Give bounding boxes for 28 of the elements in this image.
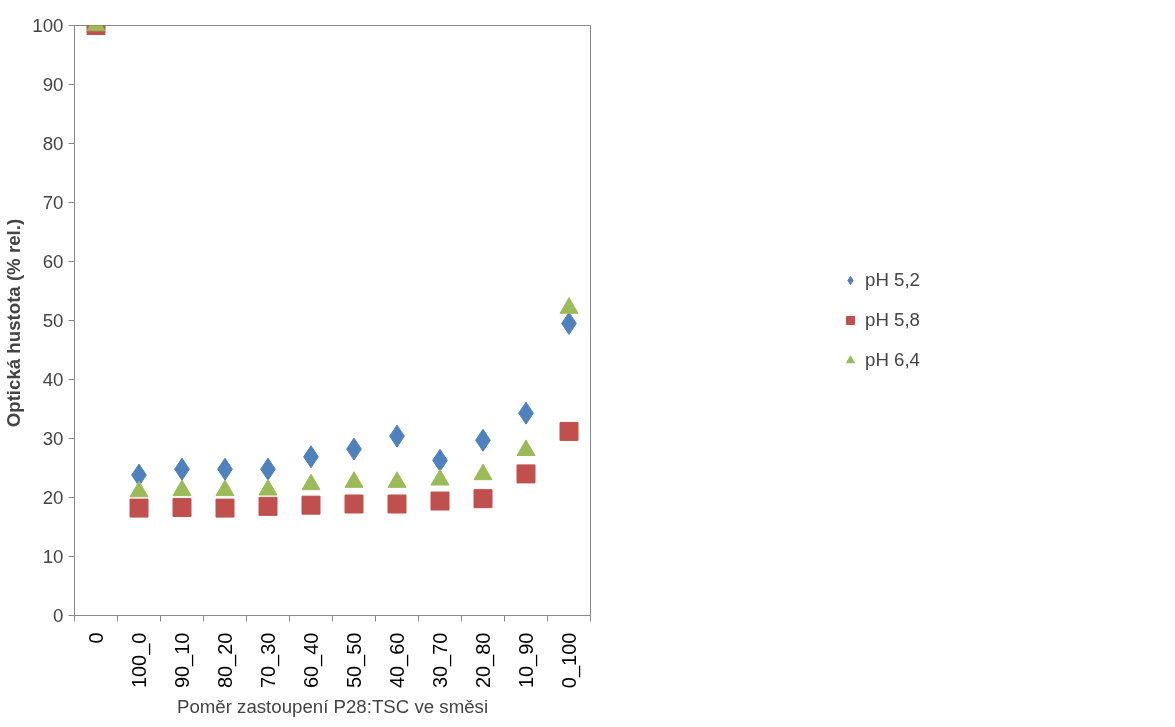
x-tick-label: 90_10 [171,632,194,689]
x-tick-label: 40_60 [386,632,409,689]
y-tick-label: 10 [42,546,64,567]
x-tick-label: 50_50 [343,632,366,689]
x-tick-label: 60_40 [300,632,323,689]
y-tick-label: 30 [42,428,64,449]
x-tick-label: 10_90 [515,632,538,689]
y-tick-label: 90 [42,74,64,95]
x-tick-label: 100_0 [128,632,151,689]
x-tick-label: 70_30 [257,632,280,689]
legend-label: pH 5,8 [865,309,920,331]
x-axis-title: Poměr zastoupení P28:TSC ve směsi [176,696,489,718]
x-tick-label: 80_20 [214,632,237,689]
y-tick-label: 80 [42,133,64,154]
x-tick-label: 30_70 [429,632,452,689]
y-axis-title: Optická hustota (% rel.) [3,218,25,428]
y-tick-label: 40 [42,369,64,390]
y-tick-label: 60 [42,251,64,272]
x-tick-label: 0 [85,632,107,644]
y-tick-label: 0 [53,605,64,626]
y-tick-label: 100 [32,15,64,36]
x-tick-label: 20_80 [472,632,495,689]
y-tick-label: 50 [42,310,64,331]
y-tick-label: 20 [42,487,64,508]
y-tick-label: 70 [42,192,64,213]
x-tick-label: 0_100 [558,632,581,689]
legend-label: pH 5,2 [865,269,920,291]
legend-label: pH 6,4 [865,349,920,371]
